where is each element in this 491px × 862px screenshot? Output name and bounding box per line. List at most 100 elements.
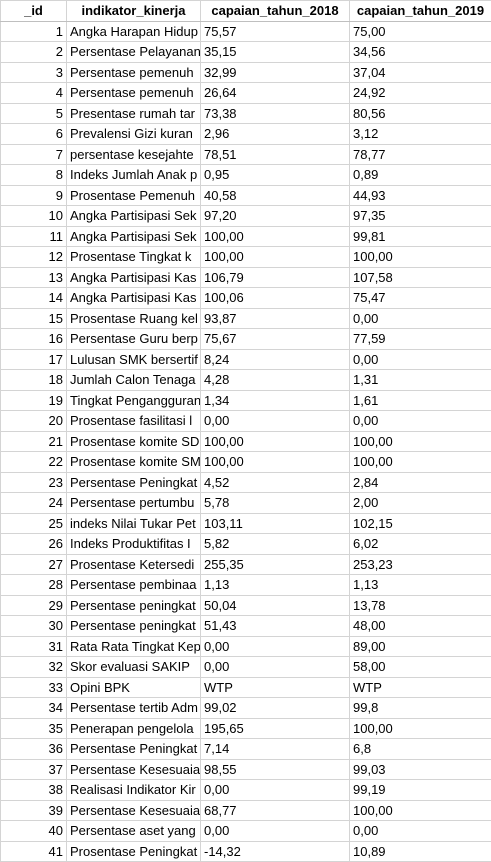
cell-indikator-kinerja[interactable]: Prosentase Tingkat k (67, 247, 201, 268)
cell-id[interactable]: 10 (1, 206, 67, 227)
cell-indikator-kinerja[interactable]: Angka Partisipasi Sek (67, 206, 201, 227)
cell-capaian-2018[interactable]: 100,00 (201, 226, 350, 247)
cell-capaian-2019[interactable]: 2,84 (350, 472, 491, 493)
cell-indikator-kinerja[interactable]: Prevalensi Gizi kuran (67, 124, 201, 145)
cell-indikator-kinerja[interactable]: Persentase peningkat (67, 595, 201, 616)
cell-capaian-2019[interactable]: 99,03 (350, 759, 491, 780)
cell-indikator-kinerja[interactable]: Tingkat Pengangguran (67, 390, 201, 411)
cell-capaian-2019[interactable]: 100,00 (350, 718, 491, 739)
cell-capaian-2018[interactable]: 0,00 (201, 411, 350, 432)
cell-indikator-kinerja[interactable]: Opini BPK (67, 677, 201, 698)
cell-indikator-kinerja[interactable]: Persentase Pelayanan (67, 42, 201, 63)
cell-capaian-2019[interactable]: 1,31 (350, 370, 491, 391)
cell-capaian-2019[interactable]: 97,35 (350, 206, 491, 227)
cell-indikator-kinerja[interactable]: Persentase peningkat (67, 616, 201, 637)
cell-capaian-2018[interactable]: 2,96 (201, 124, 350, 145)
cell-capaian-2019[interactable]: 0,00 (350, 411, 491, 432)
cell-capaian-2019[interactable]: 58,00 (350, 657, 491, 678)
header-cell-capaian-2019[interactable]: capaian_tahun_2019 (350, 1, 491, 22)
cell-id[interactable]: 6 (1, 124, 67, 145)
cell-id[interactable]: 25 (1, 513, 67, 534)
cell-id[interactable]: 7 (1, 144, 67, 165)
cell-capaian-2018[interactable]: 97,20 (201, 206, 350, 227)
cell-id[interactable]: 37 (1, 759, 67, 780)
cell-capaian-2019[interactable]: 34,56 (350, 42, 491, 63)
cell-capaian-2018[interactable]: 195,65 (201, 718, 350, 739)
cell-capaian-2018[interactable]: 100,00 (201, 431, 350, 452)
cell-capaian-2019[interactable]: 13,78 (350, 595, 491, 616)
cell-id[interactable]: 40 (1, 821, 67, 842)
cell-id[interactable]: 12 (1, 247, 67, 268)
cell-capaian-2018[interactable]: 100,00 (201, 452, 350, 473)
cell-capaian-2019[interactable]: 99,19 (350, 780, 491, 801)
cell-indikator-kinerja[interactable]: Prosentase komite SM (67, 452, 201, 473)
cell-indikator-kinerja[interactable]: Persentase Kesesuaia (67, 759, 201, 780)
cell-indikator-kinerja[interactable]: Rata Rata Tingkat Kep (67, 636, 201, 657)
cell-id[interactable]: 22 (1, 452, 67, 473)
cell-id[interactable]: 21 (1, 431, 67, 452)
cell-id[interactable]: 20 (1, 411, 67, 432)
cell-indikator-kinerja[interactable]: Persentase tertib Adm (67, 698, 201, 719)
cell-capaian-2019[interactable]: 3,12 (350, 124, 491, 145)
cell-capaian-2018[interactable]: 0,00 (201, 657, 350, 678)
cell-capaian-2019[interactable]: 100,00 (350, 431, 491, 452)
cell-capaian-2019[interactable]: 0,00 (350, 349, 491, 370)
cell-id[interactable]: 23 (1, 472, 67, 493)
cell-capaian-2018[interactable]: WTP (201, 677, 350, 698)
cell-indikator-kinerja[interactable]: Prosentase Ruang kel (67, 308, 201, 329)
cell-capaian-2018[interactable]: 1,13 (201, 575, 350, 596)
cell-capaian-2018[interactable]: 93,87 (201, 308, 350, 329)
cell-indikator-kinerja[interactable]: Prosentase Peningkat (67, 841, 201, 862)
cell-indikator-kinerja[interactable]: Skor evaluasi SAKIP (67, 657, 201, 678)
cell-id[interactable]: 1 (1, 21, 67, 42)
cell-capaian-2019[interactable]: 100,00 (350, 247, 491, 268)
cell-capaian-2019[interactable]: 0,00 (350, 821, 491, 842)
cell-indikator-kinerja[interactable]: Lulusan SMK bersertif (67, 349, 201, 370)
cell-capaian-2018[interactable]: 26,64 (201, 83, 350, 104)
cell-capaian-2019[interactable]: 6,02 (350, 534, 491, 555)
cell-id[interactable]: 34 (1, 698, 67, 719)
cell-capaian-2019[interactable]: 89,00 (350, 636, 491, 657)
cell-indikator-kinerja[interactable]: Angka Partisipasi Sek (67, 226, 201, 247)
cell-id[interactable]: 27 (1, 554, 67, 575)
cell-id[interactable]: 30 (1, 616, 67, 637)
cell-capaian-2019[interactable]: 75,00 (350, 21, 491, 42)
cell-capaian-2018[interactable]: 0,95 (201, 165, 350, 186)
cell-indikator-kinerja[interactable]: Presentase rumah tar (67, 103, 201, 124)
cell-capaian-2019[interactable]: 99,81 (350, 226, 491, 247)
cell-capaian-2019[interactable]: 253,23 (350, 554, 491, 575)
cell-id[interactable]: 16 (1, 329, 67, 350)
cell-capaian-2019[interactable]: 37,04 (350, 62, 491, 83)
cell-capaian-2018[interactable]: 5,82 (201, 534, 350, 555)
cell-capaian-2018[interactable]: 51,43 (201, 616, 350, 637)
cell-id[interactable]: 19 (1, 390, 67, 411)
cell-indikator-kinerja[interactable]: Angka Partisipasi Kas (67, 267, 201, 288)
cell-capaian-2019[interactable]: 0,89 (350, 165, 491, 186)
cell-indikator-kinerja[interactable]: Angka Partisipasi Kas (67, 288, 201, 309)
cell-id[interactable]: 41 (1, 841, 67, 862)
cell-indikator-kinerja[interactable]: Persentase Peningkat (67, 739, 201, 760)
cell-indikator-kinerja[interactable]: persentase kesejahte (67, 144, 201, 165)
cell-capaian-2018[interactable]: 73,38 (201, 103, 350, 124)
cell-id[interactable]: 35 (1, 718, 67, 739)
cell-capaian-2019[interactable]: 75,47 (350, 288, 491, 309)
cell-capaian-2019[interactable]: 2,00 (350, 493, 491, 514)
cell-indikator-kinerja[interactable]: Persentase pemenuh (67, 62, 201, 83)
cell-capaian-2018[interactable]: 0,00 (201, 636, 350, 657)
cell-id[interactable]: 28 (1, 575, 67, 596)
cell-capaian-2018[interactable]: 32,99 (201, 62, 350, 83)
cell-capaian-2019[interactable]: 24,92 (350, 83, 491, 104)
cell-indikator-kinerja[interactable]: Prosentase Pemenuh (67, 185, 201, 206)
cell-capaian-2019[interactable]: 1,13 (350, 575, 491, 596)
cell-capaian-2018[interactable]: 78,51 (201, 144, 350, 165)
cell-indikator-kinerja[interactable]: Persentase aset yang (67, 821, 201, 842)
cell-id[interactable]: 11 (1, 226, 67, 247)
cell-capaian-2018[interactable]: 100,06 (201, 288, 350, 309)
cell-id[interactable]: 8 (1, 165, 67, 186)
cell-capaian-2019[interactable]: 78,77 (350, 144, 491, 165)
cell-capaian-2019[interactable]: 1,61 (350, 390, 491, 411)
cell-id[interactable]: 15 (1, 308, 67, 329)
cell-capaian-2019[interactable]: 100,00 (350, 800, 491, 821)
cell-capaian-2019[interactable]: 48,00 (350, 616, 491, 637)
cell-capaian-2018[interactable]: 98,55 (201, 759, 350, 780)
